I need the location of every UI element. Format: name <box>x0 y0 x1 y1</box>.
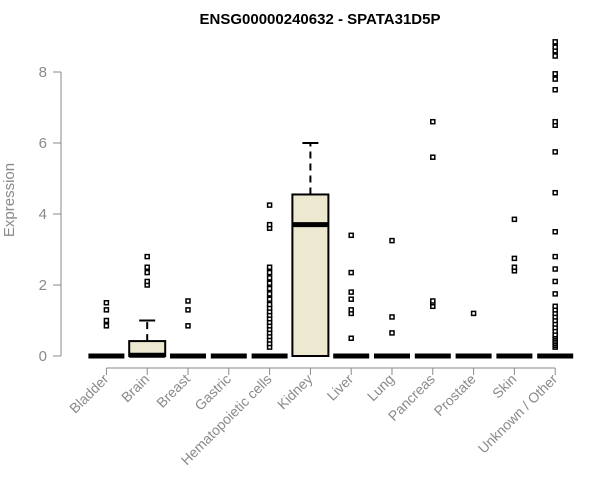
box-group <box>88 300 125 359</box>
outlier-point <box>552 229 558 235</box>
outlier-point <box>552 278 558 285</box>
outlier-point <box>389 237 395 244</box>
outlier-point <box>266 269 273 276</box>
outlier-point <box>389 314 395 320</box>
outlier-point <box>552 303 558 310</box>
outlier-point <box>552 189 558 196</box>
box-group <box>251 202 288 359</box>
outlier-point <box>185 298 191 304</box>
x-category-label: Brain <box>118 371 152 405</box>
outlier-point <box>185 323 191 329</box>
outlier-point <box>103 317 110 324</box>
outlier-point <box>266 285 273 292</box>
outlier-point <box>348 335 354 341</box>
outlier-point <box>552 87 558 93</box>
outlier-point <box>144 278 150 285</box>
outlier-point <box>266 291 273 297</box>
outlier-point <box>552 71 558 77</box>
chart-title: ENSG00000240632 - SPATA31D5P <box>200 11 441 28</box>
outlier-point <box>185 307 191 313</box>
box-group <box>128 253 167 358</box>
box-group <box>414 118 451 359</box>
y-tick-label: 6 <box>39 135 47 152</box>
y-tick-label: 2 <box>39 277 47 294</box>
outlier-point <box>266 296 273 302</box>
box-body <box>291 193 330 357</box>
outlier-point <box>511 264 518 270</box>
outlier-point <box>348 289 354 295</box>
y-axis-title: Expression <box>1 163 18 237</box>
outlier-point <box>552 118 558 125</box>
outlier-point <box>144 269 150 276</box>
outlier-point <box>470 310 477 317</box>
outlier-point <box>389 330 395 336</box>
box-group <box>333 232 370 359</box>
outlier-point <box>552 53 558 59</box>
outlier-point <box>552 76 558 82</box>
y-tick-label: 4 <box>39 206 47 223</box>
outlier-point <box>103 300 110 306</box>
box-group <box>291 142 330 357</box>
outlier-point <box>552 44 558 50</box>
x-category-label: Kidney <box>274 371 316 413</box>
outlier-point <box>348 296 354 302</box>
outlier-point <box>348 307 354 313</box>
outlier-point <box>266 301 273 308</box>
outlier-point <box>266 280 273 286</box>
outlier-point <box>430 154 436 160</box>
outlier-point <box>430 298 436 304</box>
box-group <box>455 310 492 359</box>
outlier-point <box>511 255 518 262</box>
outlier-point <box>552 149 558 155</box>
box-group <box>374 237 410 359</box>
outlier-point <box>103 307 110 313</box>
outlier-point <box>348 269 354 276</box>
outlier-point <box>511 216 518 223</box>
outlier-point <box>266 221 273 228</box>
x-category-label: Liver <box>324 371 357 404</box>
outlier-point <box>552 39 558 45</box>
box-group <box>537 39 574 359</box>
x-category-label: Skin <box>489 371 520 402</box>
plot-area <box>88 39 574 359</box>
y-tick-label: 0 <box>39 348 47 365</box>
x-category-label: Breast <box>153 371 193 411</box>
x-category-label: Bladder <box>66 371 112 417</box>
outlier-point <box>144 253 150 260</box>
outlier-point <box>430 118 436 125</box>
outlier-point <box>266 202 273 208</box>
x-category-label: Prostate <box>431 371 479 419</box>
y-axis: 0 2 4 6 8 <box>39 64 62 365</box>
y-tick-label: 8 <box>39 64 47 81</box>
outlier-point <box>103 323 110 329</box>
outlier-point <box>552 253 558 260</box>
outlier-point <box>552 266 558 272</box>
outlier-point <box>552 291 558 297</box>
outlier-point <box>348 232 354 239</box>
outlier-point <box>266 264 273 270</box>
outlier-point <box>266 275 273 281</box>
x-category-label: Lung <box>364 371 397 404</box>
outlier-point <box>144 264 150 270</box>
box-group <box>170 298 206 359</box>
box-group <box>496 216 533 359</box>
